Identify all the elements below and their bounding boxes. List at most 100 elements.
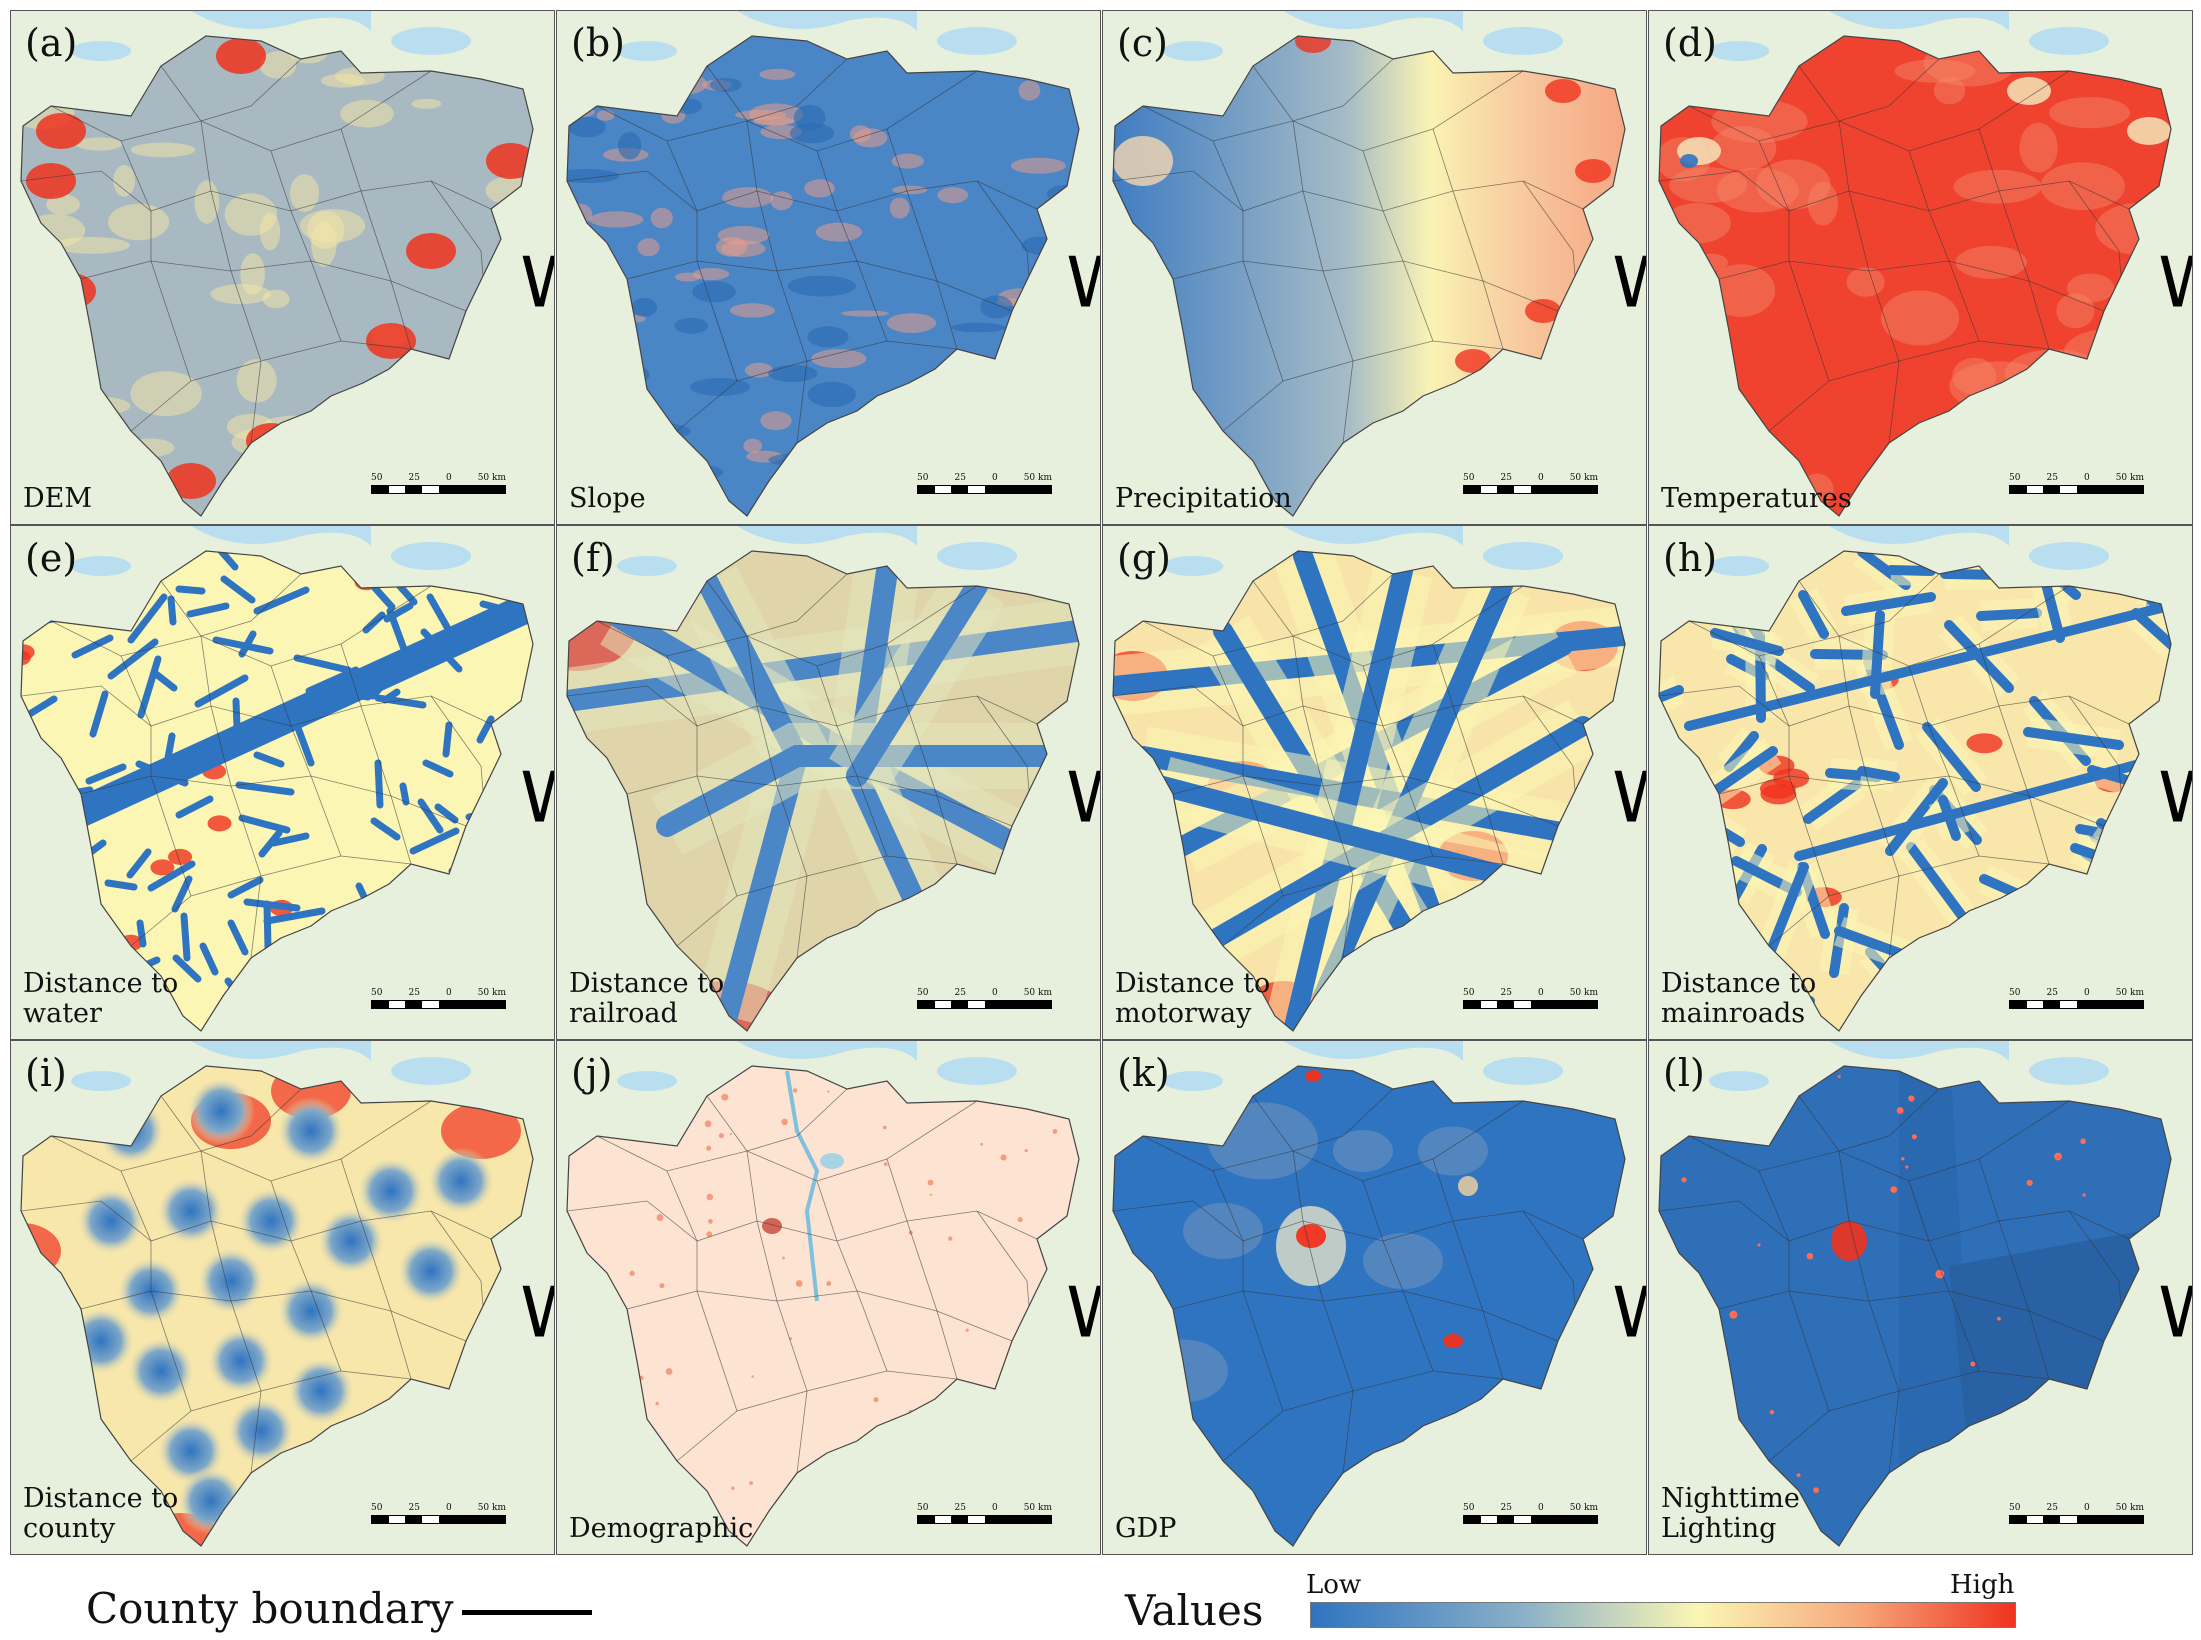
county-boundary	[1362, 665, 1434, 857]
legend-county-line	[462, 1610, 592, 1615]
light-spot	[1997, 1316, 2001, 1321]
river-water	[1829, 1041, 2009, 1061]
lake-water	[1163, 556, 1223, 576]
county-seat-halo	[277, 1097, 345, 1165]
network-line	[107, 638, 159, 680]
light-spot	[1890, 1186, 1898, 1193]
light-spot	[1757, 1243, 1761, 1247]
network-line	[220, 575, 256, 604]
network-line	[1153, 776, 1553, 896]
raster-patch	[807, 381, 856, 408]
raster-patch	[236, 359, 277, 403]
population-dot	[655, 1401, 659, 1406]
svg-text:W: W	[1066, 243, 1101, 323]
river-line	[785, 1070, 820, 1302]
panel-letter: (g)	[1117, 536, 1171, 580]
scale-label: 50	[2009, 1503, 2021, 1513]
county-boundary	[1798, 573, 1940, 637]
lake-water	[1709, 556, 1769, 576]
scale-label: 25	[1500, 988, 1512, 998]
network-line	[1841, 592, 1936, 616]
steep-slope	[841, 310, 889, 317]
low-temperature	[1680, 154, 1698, 168]
county-boundary	[1908, 665, 1980, 857]
panel-letter: (l)	[1663, 1051, 1705, 1095]
county-boundary	[430, 1210, 484, 1307]
network-line	[147, 860, 196, 892]
network-line	[1857, 766, 1900, 782]
raster-patch	[1952, 357, 1997, 395]
population-dot	[980, 1142, 984, 1146]
county-boundary	[50, 70, 432, 152]
county-boundary	[1172, 260, 1559, 312]
panel-letter: (k)	[1117, 1051, 1170, 1095]
county-seat-halo	[397, 1237, 465, 1305]
county-boundary	[816, 150, 888, 342]
raster-patch	[320, 73, 366, 88]
legend-county-label: County boundary	[86, 1584, 454, 1633]
steep-slope	[804, 179, 835, 198]
panel-letter: (c)	[1117, 21, 1168, 65]
raster-patch	[2007, 77, 2051, 105]
scale-label: 25	[408, 988, 420, 998]
lake-water	[71, 556, 131, 576]
population-dot	[927, 1179, 934, 1186]
network-line	[258, 829, 283, 858]
scale-label: 50	[371, 473, 383, 483]
network-line	[235, 781, 295, 796]
study-area-outline	[1658, 35, 2172, 517]
population-dot	[665, 1368, 673, 1375]
scale-label: 50	[1463, 1503, 1475, 1513]
scale-label: 50	[2009, 473, 2021, 483]
county-boundary	[976, 180, 1030, 277]
county-boundary	[1212, 140, 1284, 382]
panel-letter: (e)	[25, 536, 78, 580]
svg-text:W: W	[1066, 758, 1101, 838]
scale-label: 50 km	[1569, 1503, 1598, 1513]
county-boundary	[1908, 150, 1980, 342]
population-dot	[1024, 1148, 1028, 1153]
raster-patch	[690, 378, 751, 396]
lake-water	[617, 556, 677, 576]
network-line	[567, 620, 1079, 712]
scale-label: 0	[991, 1503, 998, 1513]
scale-bar: 50 25 0 50 km	[1463, 473, 1598, 494]
scale-label: 0	[991, 988, 998, 998]
map-raster	[1103, 1041, 1646, 1554]
population-dot	[718, 1133, 724, 1139]
legend-color-ramp	[1310, 1602, 2016, 1628]
network-line	[422, 759, 454, 778]
study-area-outline	[1112, 35, 1626, 517]
raster-patch	[1807, 181, 1839, 226]
high-precipitation	[1295, 36, 1331, 53]
steep-slope	[886, 313, 937, 333]
lake-water	[1483, 542, 1563, 570]
study-area-outline	[20, 1065, 534, 1547]
raster-patch	[1880, 290, 1960, 346]
river-water	[1283, 11, 1463, 31]
county-boundary	[666, 140, 738, 382]
county-boundary	[746, 120, 808, 444]
river-water	[191, 526, 371, 546]
raster-patch	[1846, 267, 1885, 297]
high-precipitation	[1525, 299, 1561, 323]
scale-label: 25	[954, 988, 966, 998]
network-line	[89, 690, 109, 738]
raster-patch	[2067, 273, 2115, 303]
scale-label: 0	[445, 1503, 452, 1513]
map-raster	[557, 1041, 1100, 1554]
county-seat-halo	[427, 1147, 495, 1215]
network-line	[167, 595, 177, 626]
scale-label: 25	[954, 473, 966, 483]
network-line	[442, 721, 453, 758]
raster-patch	[631, 298, 658, 317]
county-boundary	[1758, 655, 1830, 897]
network-line	[2131, 608, 2171, 673]
raster-patch	[2019, 122, 2058, 173]
network-line	[656, 745, 1068, 837]
county-boundary	[160, 58, 302, 122]
network-line	[194, 674, 249, 708]
population-dot	[1052, 1129, 1058, 1134]
scale-bar: 50 25 0 50 km	[917, 473, 1052, 494]
county-boundary	[1212, 655, 1284, 897]
